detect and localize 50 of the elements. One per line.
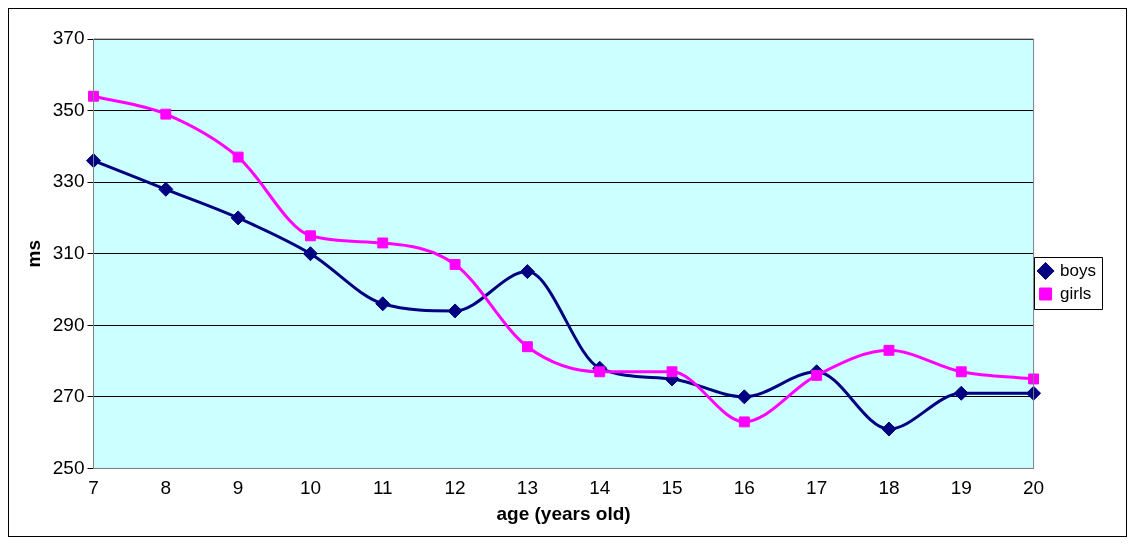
x-tick-label: 11	[372, 477, 393, 499]
x-tick-label: 19	[950, 477, 972, 499]
point	[594, 366, 606, 378]
y-tick-label: 270	[52, 385, 85, 407]
point	[160, 108, 172, 120]
point	[88, 90, 99, 102]
x-tick-label: 18	[878, 477, 900, 499]
y-tick-label: 290	[52, 313, 85, 335]
legend-label: girls	[1060, 283, 1092, 303]
point	[230, 210, 246, 226]
x-tick-label: 9	[232, 477, 244, 499]
y-axis-title: ms	[22, 239, 44, 268]
x-tick-label: 10	[299, 477, 322, 499]
x-tick-label: 15	[661, 477, 683, 499]
point	[666, 366, 678, 378]
point	[447, 303, 463, 319]
point	[521, 341, 533, 353]
y-tick-label: 370	[52, 27, 85, 49]
point	[1026, 385, 1042, 401]
point	[86, 153, 101, 169]
point	[375, 296, 391, 312]
point	[881, 421, 897, 437]
x-tick-label: 13	[516, 477, 538, 499]
y-tick-label: 350	[52, 98, 85, 120]
x-tick-label: 20	[1023, 477, 1045, 499]
x-tick-label: 7	[88, 477, 99, 499]
point	[302, 246, 318, 262]
point	[158, 181, 174, 197]
point	[736, 389, 752, 405]
x-tick-label: 16	[733, 477, 755, 499]
legend-label: boys	[1060, 260, 1097, 280]
point	[232, 151, 244, 163]
y-tick-label: 330	[52, 170, 85, 192]
y-tick-label: 250	[52, 456, 85, 478]
point	[955, 366, 967, 378]
point	[953, 385, 969, 401]
x-tick-label: 12	[444, 477, 466, 499]
point	[519, 264, 535, 280]
point	[305, 230, 316, 242]
x-tick-label: 17	[806, 477, 828, 499]
x-tick-label: 14	[589, 477, 611, 499]
point	[1028, 373, 1040, 385]
point	[738, 416, 750, 428]
point	[377, 237, 389, 249]
x-tick-label: 8	[160, 477, 172, 499]
x-axis-title: age (years old)	[496, 502, 631, 524]
point	[811, 369, 823, 381]
point	[883, 344, 895, 356]
y-tick-label: 310	[52, 241, 85, 263]
point	[449, 258, 461, 270]
